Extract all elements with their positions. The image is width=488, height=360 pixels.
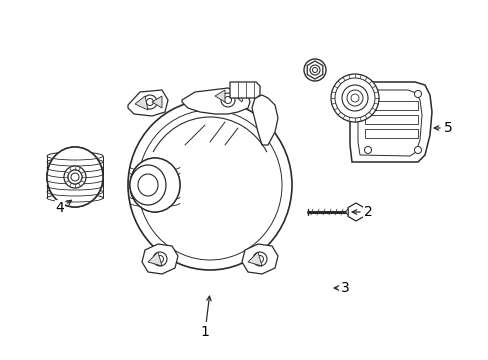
Circle shape bbox=[142, 95, 157, 109]
Polygon shape bbox=[251, 95, 278, 145]
Circle shape bbox=[364, 147, 371, 153]
Polygon shape bbox=[242, 244, 278, 274]
Circle shape bbox=[252, 252, 266, 266]
Ellipse shape bbox=[47, 147, 103, 207]
Circle shape bbox=[256, 256, 263, 262]
Circle shape bbox=[68, 170, 82, 184]
Ellipse shape bbox=[47, 147, 103, 207]
Polygon shape bbox=[364, 101, 417, 110]
Polygon shape bbox=[357, 90, 421, 156]
Polygon shape bbox=[306, 61, 322, 79]
Polygon shape bbox=[142, 244, 178, 274]
Ellipse shape bbox=[130, 158, 180, 212]
Ellipse shape bbox=[138, 110, 282, 260]
Circle shape bbox=[341, 85, 367, 111]
Polygon shape bbox=[349, 82, 431, 162]
Circle shape bbox=[304, 59, 325, 81]
Circle shape bbox=[156, 256, 163, 262]
Circle shape bbox=[153, 252, 167, 266]
Circle shape bbox=[221, 93, 235, 107]
Circle shape bbox=[334, 78, 374, 118]
Text: 3: 3 bbox=[333, 281, 348, 295]
Text: 4: 4 bbox=[56, 200, 71, 215]
Ellipse shape bbox=[128, 100, 291, 270]
Ellipse shape bbox=[130, 158, 180, 212]
Text: 1: 1 bbox=[200, 296, 211, 339]
Polygon shape bbox=[128, 90, 168, 116]
Circle shape bbox=[350, 94, 358, 102]
Circle shape bbox=[71, 173, 79, 181]
Ellipse shape bbox=[130, 165, 165, 205]
Circle shape bbox=[414, 147, 421, 153]
Circle shape bbox=[224, 96, 231, 104]
Circle shape bbox=[414, 90, 421, 98]
Ellipse shape bbox=[138, 174, 158, 196]
Text: 2: 2 bbox=[351, 205, 372, 219]
Text: 5: 5 bbox=[433, 121, 451, 135]
Polygon shape bbox=[364, 129, 417, 138]
Circle shape bbox=[68, 170, 82, 184]
Circle shape bbox=[364, 90, 371, 98]
Polygon shape bbox=[215, 90, 224, 102]
Polygon shape bbox=[135, 96, 148, 110]
Circle shape bbox=[64, 166, 86, 188]
Polygon shape bbox=[347, 203, 363, 221]
Polygon shape bbox=[229, 82, 260, 98]
Polygon shape bbox=[247, 252, 262, 266]
Circle shape bbox=[346, 90, 362, 106]
Circle shape bbox=[146, 99, 153, 105]
Polygon shape bbox=[148, 252, 162, 266]
Polygon shape bbox=[182, 88, 249, 114]
Polygon shape bbox=[152, 96, 162, 108]
Polygon shape bbox=[235, 90, 244, 102]
Polygon shape bbox=[364, 115, 417, 124]
Circle shape bbox=[309, 65, 319, 75]
Circle shape bbox=[330, 74, 378, 122]
Circle shape bbox=[312, 68, 317, 72]
Ellipse shape bbox=[346, 207, 365, 217]
